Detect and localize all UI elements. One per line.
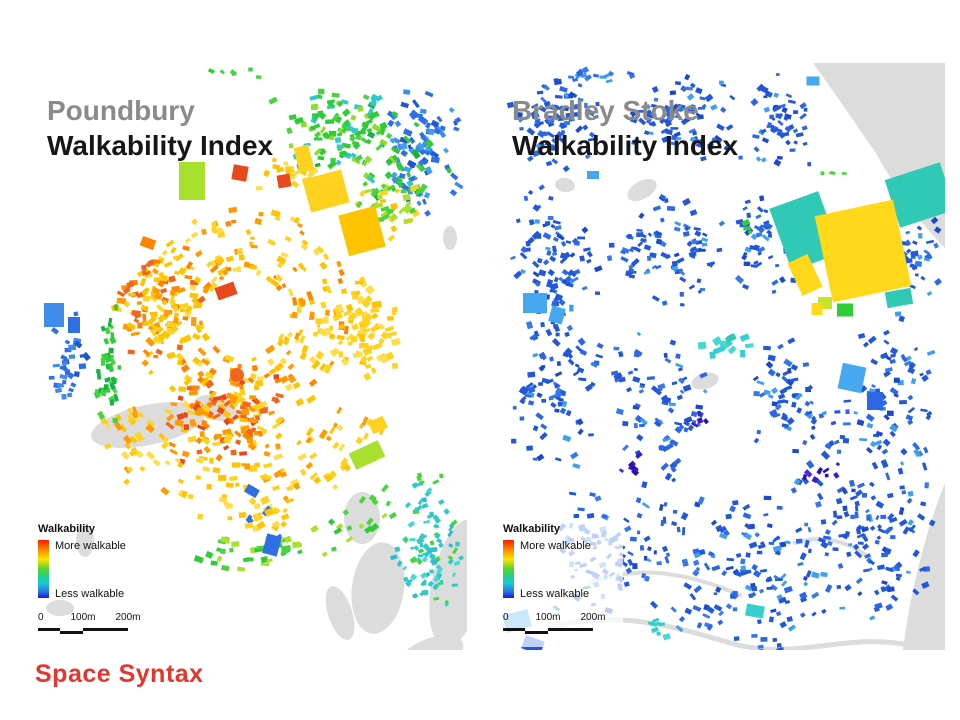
bradley-stoke-subtitle: Walkability Index bbox=[512, 130, 739, 161]
legend-less-label: Less walkable bbox=[55, 588, 125, 600]
map-poundbury: Poundbury Walkability Index Walkability … bbox=[30, 63, 467, 650]
legend-more-label: More walkable bbox=[55, 540, 126, 552]
legend-less-label: Less walkable bbox=[520, 588, 590, 600]
legend-body: More walkable Less walkable bbox=[38, 538, 158, 600]
scale-bar-labels: 0 100m 200m bbox=[38, 612, 148, 625]
bradley-stoke-title-block: Bradley Stoke Walkability Index bbox=[512, 93, 738, 163]
legend-title: Walkability bbox=[38, 523, 96, 535]
map-bradley-stoke: Bradley Stoke Walkability Index Walkabil… bbox=[495, 63, 945, 650]
scale-bar-labels: 0 100m 200m bbox=[503, 612, 613, 625]
poundbury-subtitle: Walkability Index bbox=[47, 130, 274, 161]
poundbury-map-canvas bbox=[44, 67, 467, 650]
poundbury-place-name: Poundbury bbox=[47, 95, 195, 126]
scale-label-200m: 200m bbox=[115, 612, 141, 623]
legend-more-label: More walkable bbox=[520, 540, 591, 552]
legend-title: Walkability bbox=[503, 523, 561, 535]
bradley-stoke-scale-bar: 0 100m 200m bbox=[503, 612, 613, 638]
poundbury-title-block: Poundbury Walkability Index bbox=[47, 93, 273, 163]
bradley-stoke-place-name: Bradley Stoke bbox=[512, 95, 699, 126]
space-syntax-logo: Space Syntax bbox=[35, 660, 204, 688]
poundbury-scale-bar: 0 100m 200m bbox=[38, 612, 148, 638]
scale-label-0: 0 bbox=[503, 612, 509, 623]
bradley-stoke-map-canvas bbox=[502, 63, 945, 650]
poundbury-walkability-legend: Walkability More walkable Less walkable … bbox=[36, 521, 158, 647]
legend-gradient-bar bbox=[38, 540, 49, 598]
legend-body: More walkable Less walkable bbox=[503, 538, 623, 600]
scale-label-200m: 200m bbox=[580, 612, 606, 623]
scale-bar-rule bbox=[38, 628, 148, 635]
bradley-stoke-walkability-legend: Walkability More walkable Less walkable … bbox=[501, 521, 623, 647]
scale-label-0: 0 bbox=[38, 612, 44, 623]
scale-label-100m: 100m bbox=[535, 612, 561, 623]
legend-gradient-bar bbox=[503, 540, 514, 598]
scale-label-100m: 100m bbox=[70, 612, 96, 623]
scale-bar-rule bbox=[503, 628, 613, 635]
